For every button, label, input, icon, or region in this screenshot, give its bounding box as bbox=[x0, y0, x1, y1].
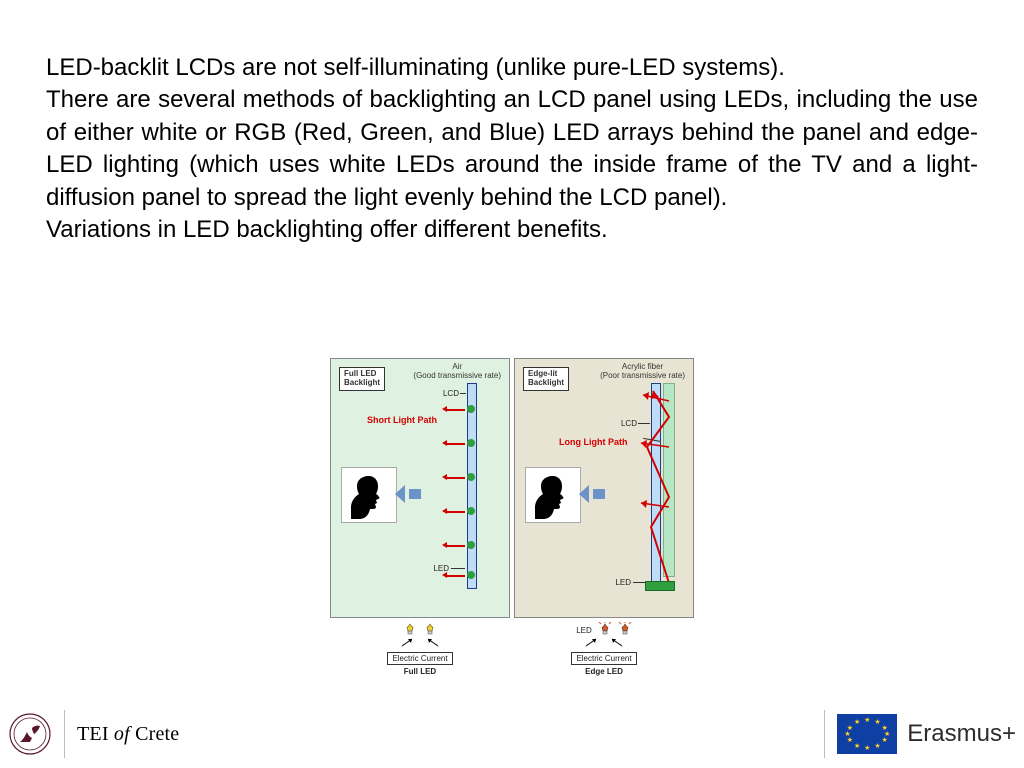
under-led-label: LED bbox=[576, 626, 592, 635]
led-dot-icon bbox=[467, 473, 475, 481]
viewer-silhouette-icon bbox=[341, 467, 397, 523]
tei-crete-seal-icon bbox=[8, 712, 52, 756]
led-dot-icon bbox=[467, 405, 475, 413]
eu-flag-icon: ★ ★ ★ ★ ★ ★ ★ ★ ★ ★ ★ ★ bbox=[837, 714, 897, 754]
edge-led-bar-icon bbox=[645, 581, 675, 591]
viewer-arrow-icon bbox=[401, 487, 421, 501]
leader-line bbox=[638, 423, 650, 424]
label-lcd-right: LCD bbox=[621, 419, 637, 428]
paragraph-2: There are several methods of backlightin… bbox=[46, 84, 978, 214]
panel-title-left: Full LED Backlight bbox=[339, 367, 385, 391]
paragraph-3: Variations in LED backlighting offer dif… bbox=[46, 214, 978, 246]
footer-right: ★ ★ ★ ★ ★ ★ ★ ★ ★ ★ ★ ★ Erasmus+ bbox=[812, 710, 1016, 758]
label-lcd-left: LCD bbox=[443, 389, 459, 398]
paragraph-1: LED-backlit LCDs are not self-illuminati… bbox=[46, 52, 978, 84]
under-right: LED Electric Current Edge LED bbox=[514, 622, 694, 676]
topnote-left: Air (Good transmissive rate) bbox=[413, 363, 501, 381]
divider bbox=[64, 710, 65, 758]
diagram-container: Full LED Backlight Air (Good transmissiv… bbox=[0, 358, 1024, 618]
led-dot-icon bbox=[467, 541, 475, 549]
footer: TEI of Crete ★ ★ ★ ★ ★ ★ ★ ★ ★ ★ ★ ★ Era… bbox=[8, 708, 1016, 760]
led-dot-icon bbox=[467, 507, 475, 515]
viewer-arrow-icon bbox=[585, 487, 605, 501]
erasmus-plus-text: Erasmus+ bbox=[907, 720, 1016, 748]
tei-of-crete-text: TEI of Crete bbox=[77, 723, 179, 746]
red-label-right: Long Light Path bbox=[559, 437, 627, 447]
electric-current-label: Electric Current bbox=[571, 652, 636, 665]
led-dot-icon bbox=[467, 571, 475, 579]
lcd-bar-right bbox=[651, 383, 661, 589]
red-label-left: Short Light Path bbox=[367, 415, 437, 425]
divider bbox=[824, 710, 825, 758]
leader-line bbox=[633, 582, 645, 583]
label-led-left: LED bbox=[433, 564, 449, 573]
bulb-icons-right bbox=[598, 622, 632, 636]
viewer-silhouette-icon bbox=[525, 467, 581, 523]
leader-line bbox=[460, 393, 466, 394]
footer-left: TEI of Crete bbox=[8, 710, 179, 758]
electric-current-label: Electric Current bbox=[387, 652, 452, 665]
panel-full-led: Full LED Backlight Air (Good transmissiv… bbox=[330, 358, 510, 618]
lcd-bar-left bbox=[467, 383, 477, 589]
topnote-right: Acrylic fiber (Poor transmissive rate) bbox=[600, 363, 685, 381]
led-dot-icon bbox=[467, 439, 475, 447]
current-arrows-icon bbox=[574, 638, 634, 648]
panel-edge-lit: Edge-lit Backlight Acrylic fiber (Poor t… bbox=[514, 358, 694, 618]
acrylic-guide bbox=[663, 383, 675, 577]
under-title-right: Edge LED bbox=[514, 667, 694, 676]
current-arrows-icon bbox=[390, 638, 450, 648]
diagram: Full LED Backlight Air (Good transmissiv… bbox=[330, 358, 694, 618]
under-left: Electric Current Full LED bbox=[330, 622, 510, 676]
label-led-right: LED bbox=[615, 578, 631, 587]
bulb-icons-left bbox=[403, 622, 437, 636]
under-title-left: Full LED bbox=[330, 667, 510, 676]
leader-line bbox=[451, 568, 465, 569]
panel-title-right: Edge-lit Backlight bbox=[523, 367, 569, 391]
body-text: LED-backlit LCDs are not self-illuminati… bbox=[46, 52, 978, 246]
